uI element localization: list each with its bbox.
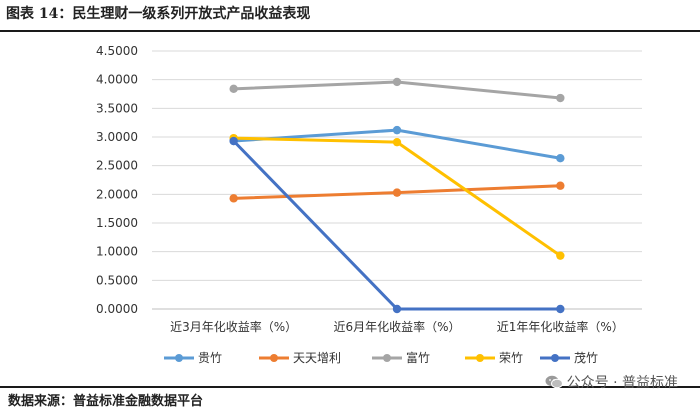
legend-swatch-marker: [551, 354, 559, 362]
data-point: [392, 304, 402, 314]
y-tick-label: 2.0000: [96, 187, 138, 201]
legend-swatch-marker: [476, 354, 484, 362]
data-point: [556, 181, 565, 190]
y-tick-label: 0.0000: [96, 302, 138, 316]
data-point: [229, 194, 238, 203]
data-point: [556, 251, 565, 260]
y-tick-label: 0.5000: [96, 273, 138, 287]
data-point: [229, 84, 238, 94]
y-tick-label: 4.5000: [96, 44, 138, 58]
gridlines: [152, 50, 642, 310]
legend-swatch-marker: [175, 354, 183, 362]
y-tick-label: 4.0000: [96, 73, 138, 87]
data-point: [392, 188, 402, 197]
data-source: 数据来源：普益标准金融数据平台: [8, 394, 204, 409]
data-point: [229, 136, 238, 146]
data-point: [556, 93, 565, 103]
watermark-text: 公众号 · 普益标准: [566, 375, 678, 391]
wechat-icon: [545, 375, 563, 389]
data-point: [392, 125, 402, 135]
legend-label: 茂竹: [574, 351, 598, 365]
y-tick-label: 1.0000: [96, 245, 138, 259]
data-point: [556, 154, 565, 163]
legend: 贵竹 天天增利 富竹 荣竹 茂竹: [164, 350, 598, 365]
legend-swatch-marker: [270, 354, 278, 362]
y-tick-label: 2.5000: [96, 159, 138, 173]
series-line: [232, 139, 562, 311]
data-point: [392, 137, 402, 147]
y-tick-label: 3.0000: [96, 130, 138, 144]
legend-label: 贵竹: [198, 351, 222, 365]
line-chart: 0.0000 0.5000 1.0000 1.5000 2.0000 2.5000 3.00…: [96, 44, 642, 365]
x-axis-categories: 近3月年化收益率（%） 近6月年化收益率（%） 近1年年化收益率（%）: [170, 319, 624, 334]
bottom-rule: [0, 386, 700, 388]
top-rule: [0, 30, 700, 32]
legend-label: 富竹: [406, 350, 430, 365]
x-category-label: 近6月年化收益率（%）: [333, 319, 460, 334]
x-category-label: 近3月年化收益率（%）: [170, 319, 297, 334]
y-tick-label: 3.5000: [96, 101, 138, 115]
watermark: 公众号 · 普益标准: [545, 372, 678, 392]
y-tick-label: 1.5000: [96, 216, 138, 230]
legend-label: 荣竹: [499, 351, 523, 365]
chart-title: 图表 14：民生理财一级系列开放式产品收益表现: [6, 6, 311, 22]
legend-swatch-marker: [383, 354, 391, 362]
x-category-label: 近1年年化收益率（%）: [497, 319, 624, 334]
y-axis-ticks: 0.0000 0.5000 1.0000 1.5000 2.0000 2.5000 3.00…: [96, 44, 138, 316]
data-point: [392, 77, 402, 87]
data-point: [556, 304, 565, 314]
legend-label: 天天增利: [293, 351, 341, 365]
series-lines: [229, 77, 565, 314]
